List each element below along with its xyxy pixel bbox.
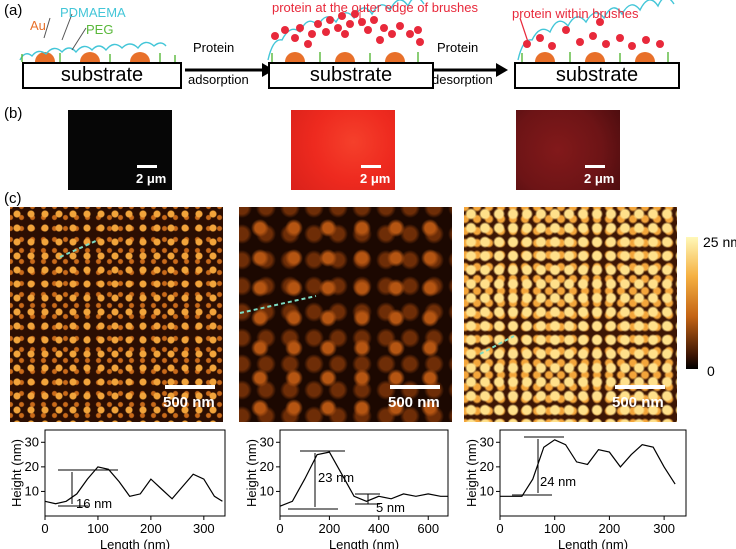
- substrate-2: substrate: [268, 62, 434, 89]
- arrow2-label-bottom: desorption: [432, 72, 493, 87]
- x-tick-label: 100: [544, 521, 566, 536]
- y-tick-label: 10: [260, 483, 274, 498]
- y-tick-label: 30: [260, 434, 274, 449]
- afm-scan-lines: [59, 239, 515, 355]
- y-tick-label: 20: [25, 459, 39, 474]
- y-tick-label: 20: [260, 459, 274, 474]
- profile-line: [279, 451, 448, 507]
- colorbar: [686, 237, 698, 369]
- height-marker: [512, 436, 564, 496]
- x-tick-label: 200: [319, 521, 341, 536]
- plot-frame: [44, 429, 226, 517]
- y-tick-label: 30: [480, 434, 494, 449]
- x-axis-label: Length (nm): [100, 537, 170, 549]
- profile-line: [500, 439, 676, 497]
- x-tick-label: 200: [599, 521, 621, 536]
- x-tick-label: 300: [193, 521, 215, 536]
- arrow1-label-bottom: adsorption: [188, 72, 249, 87]
- pdmaema-legend: PDMAEMA: [60, 5, 126, 20]
- scalebar-c2: [390, 385, 440, 389]
- scalebar-b2: [361, 165, 381, 168]
- height-marker: [58, 469, 118, 507]
- x-tick-label: 600: [417, 521, 439, 536]
- x-tick-label: 400: [368, 521, 390, 536]
- y-tick-label: 10: [25, 483, 39, 498]
- annotation-23nm: 23 nm: [318, 470, 354, 485]
- protein-outer-label: protein at the outer edge of brushes: [272, 0, 478, 15]
- y-axis-label: Height (nm): [464, 439, 479, 507]
- brush-group-3: [517, 0, 675, 62]
- scalebar-c1: [165, 385, 215, 389]
- arrow2-label-top: Protein: [437, 40, 479, 55]
- x-axis-label: Length (nm): [329, 537, 399, 549]
- x-tick-label: 0: [496, 521, 503, 536]
- x-tick-label: 0: [41, 521, 48, 536]
- panel-a-label: (a): [4, 2, 23, 19]
- annotation-16nm: 16 nm: [76, 496, 112, 511]
- scale-label-b1: 2 μm: [136, 171, 167, 186]
- scalebar-b3: [585, 165, 605, 168]
- scale-label-c3: 500 nm: [612, 394, 664, 411]
- plot-frame: [499, 429, 687, 517]
- y-tick-label: 20: [480, 459, 494, 474]
- height-marker: [355, 493, 380, 505]
- annotation-24nm: 24 nm: [540, 474, 576, 489]
- scale-label-c2: 500 nm: [388, 394, 440, 411]
- height-profile-1: 0 100 200 300 10 20 30 Length (nm) Height (nm) 16…: [9, 429, 226, 549]
- brush-group-1: [19, 41, 176, 62]
- height-profile-2: 0 200 400 600 10 20 30 Length (nm) Height (nm) 23…: [244, 429, 449, 549]
- y-axis-label: Height (nm): [244, 439, 259, 507]
- scalebar-b1: [137, 165, 157, 168]
- height-marker: [288, 450, 345, 510]
- panel-a-schematic: [19, 0, 675, 77]
- colorbar-max-label: 25 nm: [703, 234, 736, 250]
- au-legend: Au: [30, 18, 46, 33]
- x-axis-label: Length (nm): [558, 537, 628, 549]
- fluorescence-image-desorbed: [516, 110, 620, 190]
- y-tick-label: 30: [25, 434, 39, 449]
- arrow1-label-top: Protein: [193, 40, 235, 55]
- peg-legend: PEG: [86, 22, 114, 37]
- x-tick-label: 0: [276, 521, 283, 536]
- plot-frame: [279, 429, 449, 517]
- height-profile-3: 0 100 200 300 10 20 30 Length (nm) Height (nm) 24…: [464, 429, 687, 549]
- scalebar-c3: [615, 385, 665, 389]
- y-axis-label: Height (nm): [9, 439, 24, 507]
- x-tick-label: 200: [140, 521, 162, 536]
- scale-label-b3: 2 μm: [584, 171, 615, 186]
- substrate-1: substrate: [22, 62, 182, 89]
- fluorescence-image-before: [68, 110, 172, 190]
- annotation-5nm: 5 nm: [376, 500, 405, 515]
- colorbar-min-label: 0: [707, 363, 715, 379]
- protein-within-label: protein within brushes: [512, 6, 639, 21]
- fluorescence-image-adsorbed: [291, 110, 395, 190]
- substrate-3: substrate: [514, 62, 680, 89]
- panel-b-label: (b): [4, 105, 23, 122]
- x-tick-label: 100: [87, 521, 109, 536]
- scale-label-b2: 2 μm: [360, 171, 391, 186]
- profile-line: [44, 466, 223, 505]
- scale-label-c1: 500 nm: [163, 394, 215, 411]
- y-tick-label: 10: [480, 483, 494, 498]
- panel-c-label: (c): [4, 190, 22, 207]
- x-tick-label: 300: [653, 521, 675, 536]
